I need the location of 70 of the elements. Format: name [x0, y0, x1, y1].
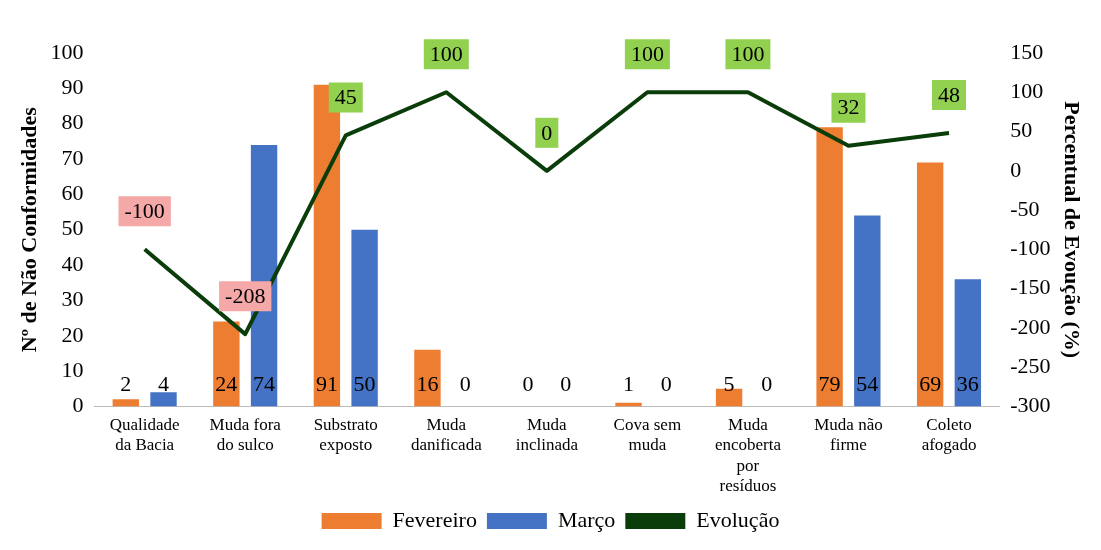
- bar: [414, 349, 441, 407]
- data-label: 0: [522, 371, 534, 397]
- data-label: 69: [919, 371, 942, 397]
- x-tick-label: Qualidade da Bacia: [109, 415, 180, 455]
- bar: [854, 215, 881, 407]
- y-tick-label: 90: [61, 74, 84, 100]
- data-label: 4: [158, 371, 170, 397]
- y2-tick-label: -150: [1010, 274, 1051, 300]
- y-tick-label: 20: [61, 321, 84, 347]
- legend-label: Fevereiro: [392, 506, 477, 532]
- y-tick-label: 0: [72, 392, 84, 418]
- x-tick-label: Substrato exposto: [313, 415, 378, 455]
- x-tick-label: Cova sem muda: [613, 415, 682, 455]
- data-label: 36: [956, 371, 979, 397]
- y2-tick-label: 0: [1010, 156, 1022, 182]
- x-tick-label: Muda danificada: [410, 415, 483, 455]
- data-label: 79: [818, 371, 841, 397]
- data-label: 0: [459, 371, 471, 397]
- data-label: 50: [353, 371, 376, 397]
- x-tick-label: Muda encoberta por resíduos: [714, 415, 782, 496]
- data-label: 32: [837, 94, 860, 120]
- y-tick-label: 70: [61, 144, 84, 170]
- y2-tick-label: 50: [1010, 117, 1033, 143]
- data-label: 100: [630, 41, 664, 67]
- data-label: 0: [541, 119, 553, 145]
- bar: [112, 399, 140, 407]
- y-tick-label: 50: [61, 215, 84, 241]
- y-tick-label: 100: [50, 38, 84, 64]
- data-label: 0: [660, 371, 672, 397]
- x-tick-label: Coleto afogado: [921, 415, 977, 455]
- x-tick-label: Muda fora do sulco: [209, 415, 282, 455]
- data-label: -208: [225, 282, 266, 308]
- data-label: 100: [731, 41, 765, 67]
- y2-tick-label: -50: [1010, 195, 1040, 221]
- bar: [351, 229, 378, 407]
- y-tick-label: 40: [61, 250, 84, 276]
- data-label: 100: [429, 41, 463, 67]
- data-label: 45: [334, 84, 357, 110]
- data-label: 91: [315, 371, 338, 397]
- data-label: -100: [124, 198, 165, 224]
- y-tick-label: 80: [61, 109, 84, 135]
- y-tick-label: 60: [61, 180, 84, 206]
- data-label: 24: [215, 371, 238, 397]
- bar: [816, 127, 843, 407]
- data-label: 74: [253, 371, 276, 397]
- y-tick-label: 30: [61, 286, 84, 312]
- y2-tick-label: -250: [1010, 352, 1051, 378]
- x-tick-label: Muda inclinada: [515, 415, 579, 455]
- y-axis-title: Nº de Não Conformidades: [15, 106, 41, 353]
- data-label: 16: [416, 371, 439, 397]
- y2-tick-label: -300: [1010, 392, 1051, 418]
- bar: [150, 392, 177, 407]
- data-label: 54: [856, 371, 879, 397]
- y-tick-label: 10: [61, 356, 84, 382]
- y2-axis-title: Percentual de Evoução (%): [1060, 101, 1086, 359]
- data-label: 0: [560, 371, 572, 397]
- data-label: 1: [623, 371, 635, 397]
- data-label: 0: [761, 371, 773, 397]
- data-label: 2: [120, 371, 132, 397]
- y2-tick-label: 100: [1010, 78, 1044, 104]
- legend-label: Evolução: [696, 506, 780, 532]
- data-label: 48: [938, 81, 960, 107]
- bar: [213, 321, 240, 407]
- y2-tick-label: -200: [1010, 313, 1051, 339]
- bar: [916, 162, 944, 407]
- y2-tick-label: 150: [1010, 38, 1044, 64]
- bar: [954, 279, 982, 407]
- legend-label: Março: [557, 506, 616, 532]
- y2-tick-label: -100: [1010, 235, 1051, 261]
- x-tick-label: Muda não firme: [814, 415, 883, 455]
